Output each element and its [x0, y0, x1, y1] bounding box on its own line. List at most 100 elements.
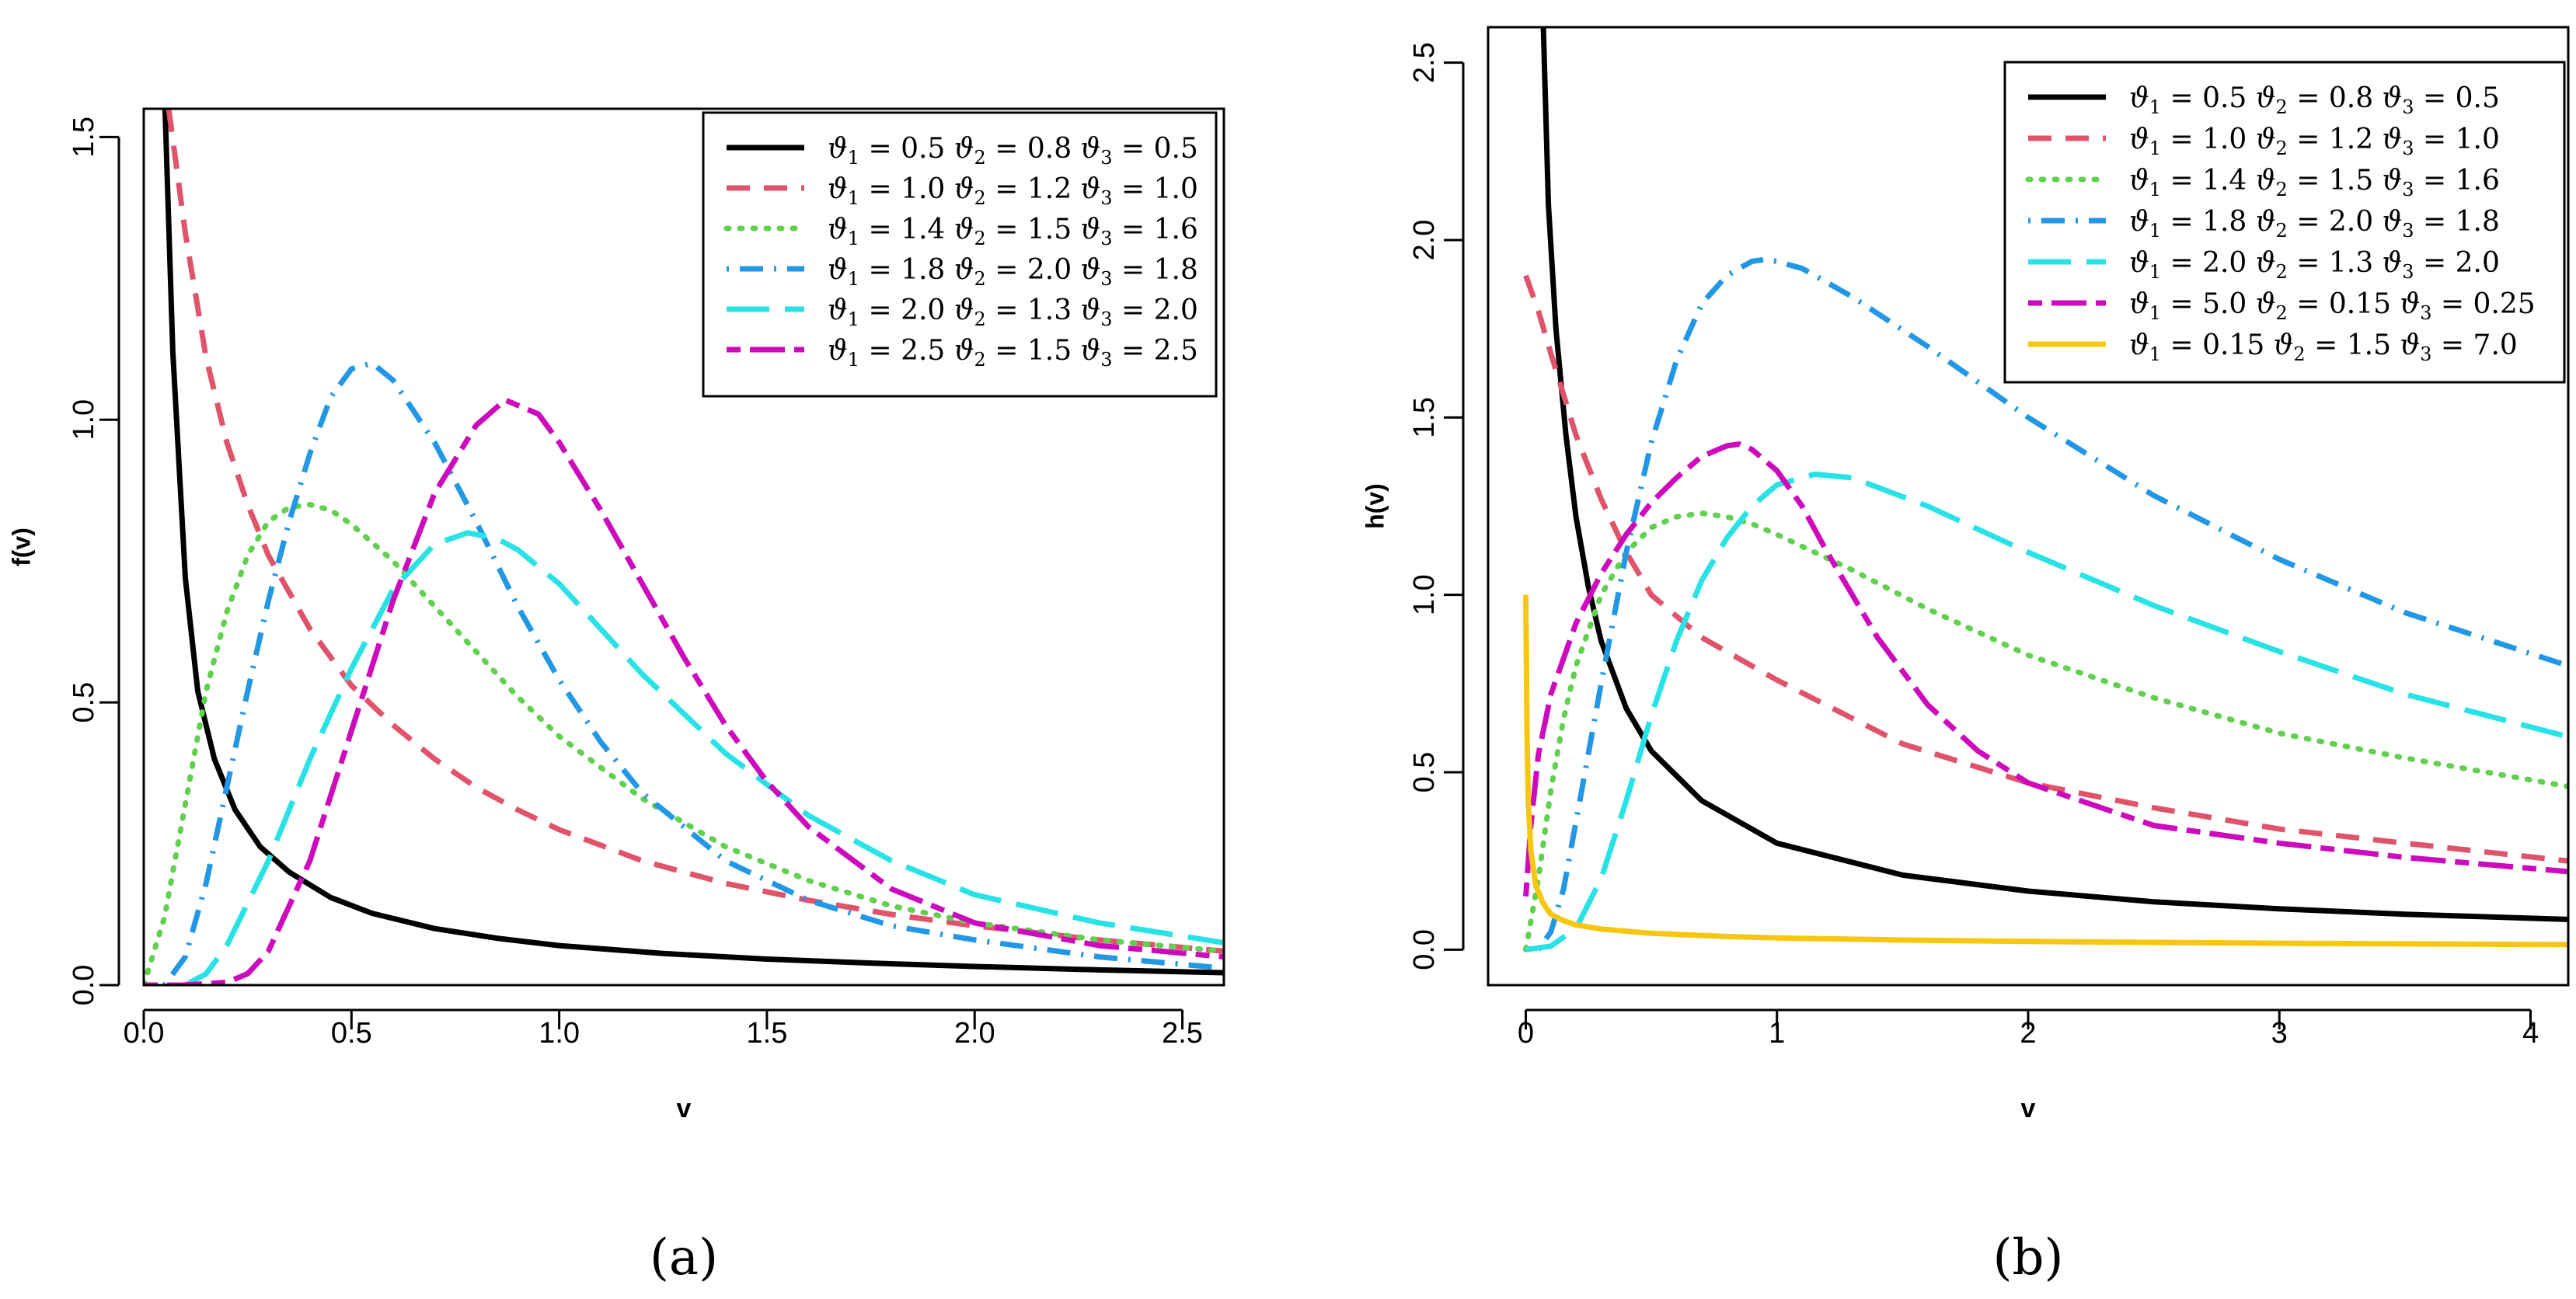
series-line-5: [1525, 471, 2568, 952]
series-group: [1523, 27, 2568, 952]
x-tick-label: 1.5: [747, 1017, 788, 1050]
series-line-4: [1535, 256, 2568, 952]
x-axis-label: v: [2021, 1094, 2036, 1123]
y-tick-label: 0.5: [1408, 752, 1441, 793]
y-tick-label: 0.0: [1408, 929, 1441, 970]
series-line-3: [1523, 510, 2568, 952]
legend-value: = 1.2: [2288, 124, 2373, 155]
legend-value: = 0.5: [2161, 82, 2247, 114]
x-tick-label: 0.5: [331, 1017, 372, 1050]
x-tick-label: 0.0: [124, 1017, 165, 1050]
legend-entry-2: ϑ1 = 1.0 ϑ2 = 1.2 ϑ3 = 1.0: [2129, 124, 2500, 159]
legend-value: = 2.0: [2161, 247, 2247, 279]
legend-value: = 2.5: [1113, 335, 1198, 367]
legend-value: = 1.2: [986, 173, 1072, 205]
legend-value: = 0.15: [2288, 288, 2391, 320]
legend-entry-6: ϑ1 = 5.0 ϑ2 = 0.15 ϑ3 = 0.25: [2129, 288, 2536, 324]
legend: ϑ1 = 0.5 ϑ2 = 0.8 ϑ3 = 0.5 ϑ1 = 1.0 ϑ2 = …: [702, 111, 1218, 398]
y-tick-label: 1.0: [68, 399, 100, 441]
x-tick-label: 4: [2522, 1017, 2539, 1050]
panel-a: 0.0 0.5 1.0 1.5 2.0 2.5 v 0.0 0.5 1.0 1.5 f(v) ϑ1 = …: [7, 107, 1225, 1287]
series-line-2: [1523, 274, 2568, 864]
legend-value: = 2.0: [2288, 206, 2373, 238]
panel-b: 0 1 2 3 4 v 0.0 0.5 1.0 1.5 2.0 2.5 h(v) ϑ1 = 0.5 ϑ2 …: [1361, 26, 2570, 1287]
y-axis-label: h(v): [1361, 483, 1389, 529]
legend-value: = 1.0: [2161, 124, 2247, 155]
legend-value: = 1.4: [859, 214, 945, 246]
legend-value: = 5.0: [2161, 288, 2247, 320]
legend-value: = 0.5: [859, 133, 945, 165]
legend-value: = 1.5: [986, 335, 1072, 367]
x-axis-label: v: [677, 1094, 692, 1123]
legend-value: = 1.5: [2288, 165, 2373, 197]
legend-value: = 1.0: [2414, 124, 2500, 155]
legend-value: = 2.0: [1113, 294, 1198, 326]
legend-entry-6: ϑ1 = 2.5 ϑ2 = 1.5 ϑ3 = 2.5: [828, 335, 1198, 371]
series-line-7: [1523, 594, 2568, 948]
y-axis-label: f(v): [7, 528, 35, 566]
y-axis: 0.0 0.5 1.0 1.5 f(v): [7, 117, 120, 1006]
legend-value: = 0.5: [2414, 82, 2500, 114]
legend-value: = 1.3: [986, 294, 1072, 326]
legend-entry-2: ϑ1 = 1.0 ϑ2 = 1.2 ϑ3 = 1.0: [828, 173, 1198, 209]
series-line-2: [166, 109, 1224, 954]
legend-entry-4: ϑ1 = 1.8 ϑ2 = 2.0 ϑ3 = 1.8: [828, 254, 1198, 290]
series-line-3: [144, 501, 1224, 985]
legend-value: = 0.8: [986, 133, 1072, 165]
legend-value: = 0.5: [1113, 133, 1198, 165]
legend-value: = 1.5: [2306, 329, 2391, 361]
plot-frame: [1487, 26, 2570, 987]
legend-value: = 1.8: [1113, 254, 1198, 286]
legend-value: = 0.15: [2161, 329, 2264, 361]
legend-entry-3: ϑ1 = 1.4 ϑ2 = 1.5 ϑ3 = 1.6: [2129, 165, 2500, 200]
legend-entry-5: ϑ1 = 2.0 ϑ2 = 1.3 ϑ3 = 2.0: [2129, 247, 2500, 283]
plot-frame: [142, 107, 1225, 987]
legend-value: = 1.8: [2414, 206, 2500, 238]
legend-value: = 1.4: [2161, 165, 2247, 197]
series-group: [144, 109, 1224, 985]
x-tick-label: 1: [1769, 1017, 1785, 1050]
series-line-5: [183, 530, 1224, 985]
series-line-1: [162, 109, 1224, 976]
legend-value: = 1.8: [859, 254, 945, 286]
legend-value: = 1.8: [2161, 206, 2247, 238]
x-tick-label: 2.5: [1162, 1017, 1203, 1050]
legend-entry-3: ϑ1 = 1.4 ϑ2 = 1.5 ϑ3 = 1.6: [828, 214, 1198, 249]
legend-value: = 2.0: [2414, 247, 2500, 279]
legend-value: = 2.0: [986, 254, 1072, 286]
y-axis: 0.0 0.5 1.0 1.5 2.0 2.5 h(v): [1361, 42, 1465, 970]
legend-value: = 1.0: [1113, 173, 1198, 205]
legend-value: = 0.8: [2288, 82, 2373, 114]
series-line-6: [144, 397, 1224, 985]
legend-entry-4: ϑ1 = 1.8 ϑ2 = 2.0 ϑ3 = 1.8: [2129, 206, 2500, 242]
y-tick-label: 0.0: [68, 965, 100, 1006]
legend-value: = 7.0: [2431, 329, 2517, 361]
legend-entry-1: ϑ1 = 0.5 ϑ2 = 0.8 ϑ3 = 0.5: [2129, 82, 2500, 118]
legend-value: = 0.25: [2431, 288, 2535, 320]
x-axis: 0.0 0.5 1.0 1.5 2.0 2.5 v: [124, 1008, 1203, 1123]
legend-value: = 1.0: [859, 173, 945, 205]
panel-caption: (b): [1993, 1229, 2064, 1287]
legend-entry-5: ϑ1 = 2.0 ϑ2 = 1.3 ϑ3 = 2.0: [828, 294, 1198, 330]
legend-value: = 2.0: [859, 294, 945, 326]
legend-entry-1: ϑ1 = 0.5 ϑ2 = 0.8 ϑ3 = 0.5: [828, 133, 1198, 169]
x-tick-label: 1.0: [539, 1017, 580, 1050]
legend: ϑ1 = 0.5 ϑ2 = 0.8 ϑ3 = 0.5 ϑ1 = 1.0 ϑ2 = …: [2003, 61, 2566, 384]
x-tick-label: 2.0: [954, 1017, 995, 1050]
y-tick-label: 2.0: [1408, 220, 1441, 261]
legend-entry-7: ϑ1 = 0.15 ϑ2 = 1.5 ϑ3 = 7.0: [2129, 329, 2518, 365]
series-line-6: [1523, 441, 2568, 897]
legend-value: = 1.5: [986, 214, 1072, 246]
y-tick-label: 1.5: [68, 117, 100, 158]
x-tick-label: 2: [2020, 1017, 2036, 1050]
x-tick-label: 0: [1518, 1017, 1534, 1050]
y-tick-label: 2.5: [1408, 42, 1441, 83]
x-tick-label: 3: [2271, 1017, 2288, 1050]
y-tick-label: 1.5: [1408, 397, 1441, 438]
legend-value: = 1.6: [2414, 165, 2500, 197]
legend-box: [702, 111, 1218, 398]
y-tick-label: 0.5: [68, 682, 100, 723]
legend-value: = 1.6: [1113, 214, 1198, 246]
y-tick-label: 1.0: [1408, 574, 1441, 615]
